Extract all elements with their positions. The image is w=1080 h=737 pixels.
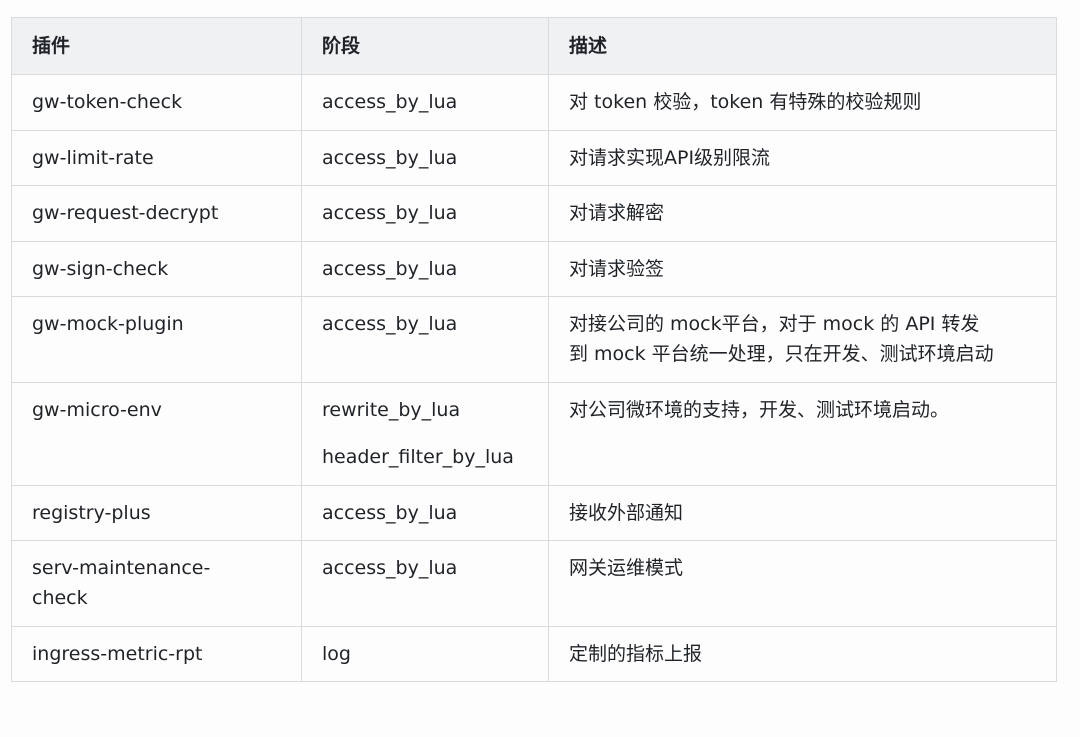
plugin-cell: gw-request-decrypt [11,185,302,242]
phase-value: access_by_lua [322,202,458,225]
table-row: gw-micro-env rewrite_by_lua header_filter… [11,381,1057,486]
table-row: registry-plus access_by_lua 接收外部通知 [11,484,1057,541]
plugin-cell: gw-token-check [11,74,302,131]
plugin-cell: ingress-metric-rpt [11,625,302,683]
table-row: gw-request-decrypt access_by_lua 对请求解密 [11,185,1057,242]
phase-cell: access_by_lua [301,484,549,541]
plugin-cell: registry-plus [11,484,302,541]
description-cell: 网关运维模式 [548,539,1057,627]
phase-value: access_by_lua [322,146,458,169]
phase-value: access_by_lua [322,91,458,114]
header-row: 插件 阶段 描述 [11,16,1057,76]
phase-cell: access_by_lua [301,240,549,297]
table-row: gw-limit-rate access_by_lua 对请求实现API级别限流 [11,129,1057,187]
phase-cell: access_by_lua [301,74,549,131]
plugin-cell: gw-mock-plugin [11,295,302,383]
column-header-description: 描述 [548,16,1057,76]
phase-value: rewrite_by_lua [322,398,461,421]
plugin-cell: serv-maintenance-check [11,539,302,627]
plugin-table: 插件 阶段 描述 gw-token-check access_by_lua 对 … [11,16,1057,683]
phase-value: access_by_lua [322,257,458,280]
description-cell: 对接公司的 mock平台，对于 mock 的 API 转发到 mock 平台统一… [548,295,1057,383]
column-header-plugin: 插件 [11,16,302,76]
page: 插件 阶段 描述 gw-token-check access_by_lua 对 … [11,16,1057,683]
description-cell: 定制的指标上报 [548,625,1057,683]
phase-cell: rewrite_by_lua header_filter_by_lua [301,381,549,486]
table-row: gw-mock-plugin access_by_lua 对接公司的 mock平… [11,295,1057,383]
table-body: gw-token-check access_by_lua 对 token 校验，… [11,74,1057,683]
phase-cell: access_by_lua [301,129,549,187]
phase-value: access_by_lua [322,312,458,335]
description-cell: 接收外部通知 [548,484,1057,541]
phase-cell: access_by_lua [301,539,549,627]
description-cell: 对请求解密 [548,185,1057,242]
description-cell: 对 token 校验，token 有特殊的校验规则 [548,74,1057,131]
description-cell: 对请求实现API级别限流 [548,129,1057,187]
phase-value: access_by_lua [322,501,458,524]
table-row: gw-sign-check access_by_lua 对请求验签 [11,240,1057,297]
description-cell: 对请求验签 [548,240,1057,297]
phase-cell: access_by_lua [301,185,549,242]
table-row: gw-token-check access_by_lua 对 token 校验，… [11,74,1057,131]
plugin-cell: gw-sign-check [11,240,302,297]
column-header-phase: 阶段 [301,16,549,76]
plugin-cell: gw-limit-rate [11,129,302,187]
description-cell: 对公司微环境的支持，开发、测试环境启动。 [548,381,1057,486]
phase-cell: access_by_lua [301,295,549,383]
table-row: serv-maintenance-check access_by_lua 网关运… [11,539,1057,627]
table-row: ingress-metric-rpt log 定制的指标上报 [11,625,1057,683]
phase-value: header_filter_by_lua [322,446,514,469]
phase-value: access_by_lua [322,556,458,579]
phase-value: log [322,642,351,665]
plugin-cell: gw-micro-env [11,381,302,486]
phase-cell: log [301,625,549,683]
